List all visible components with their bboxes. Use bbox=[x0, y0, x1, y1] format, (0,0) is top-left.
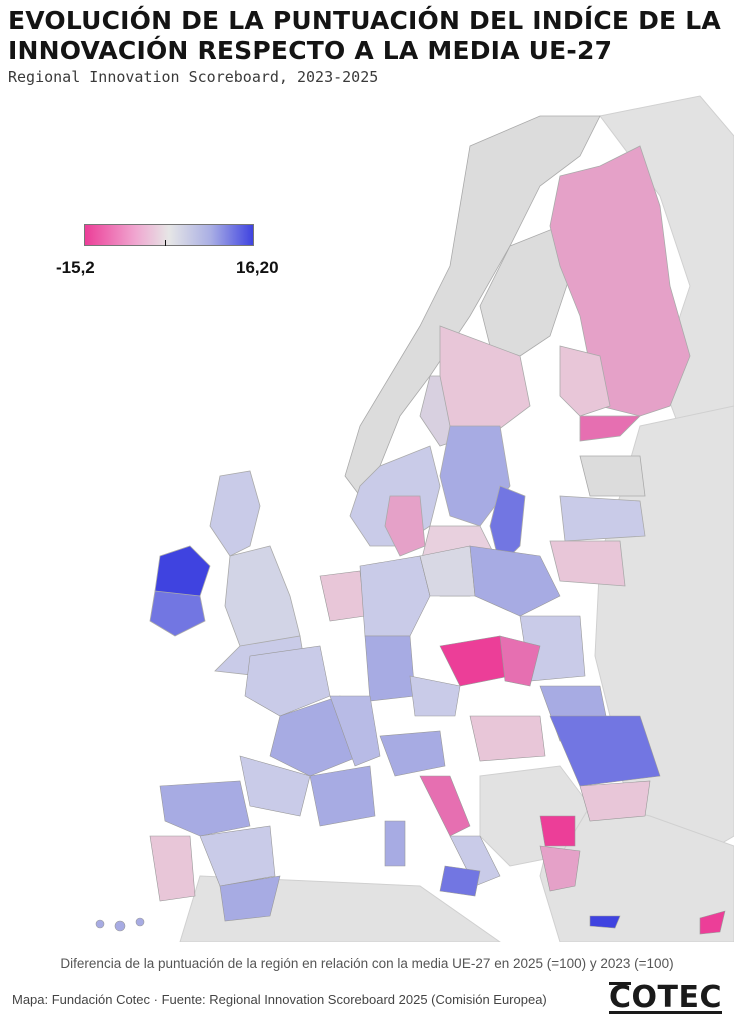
united-kingdom bbox=[209, 470, 306, 677]
baltics bbox=[549, 455, 646, 587]
logo-top-bar bbox=[609, 982, 631, 985]
map-title: EVOLUCIÓN DE LA PUNTUACIÓN DEL INDÍCE DE… bbox=[8, 6, 721, 65]
legend-color-bar bbox=[84, 224, 254, 246]
map-caption: Diferencia de la puntuación de la región… bbox=[60, 956, 674, 971]
france bbox=[239, 645, 381, 827]
denmark bbox=[384, 495, 426, 557]
europe-choropleth-map bbox=[95, 95, 734, 942]
canary-islands bbox=[95, 917, 145, 932]
ireland bbox=[149, 545, 211, 637]
logo-text: COTEC bbox=[609, 980, 722, 1015]
italy bbox=[379, 730, 501, 897]
logo-bottom-bar bbox=[609, 1011, 722, 1014]
legend-min-label: -15,2 bbox=[56, 258, 95, 277]
color-legend: -15,2 16,20 bbox=[56, 224, 286, 284]
central-europe bbox=[319, 545, 611, 762]
southeast-europe bbox=[539, 715, 726, 935]
iberia bbox=[149, 780, 281, 922]
legend-max-label: 16,20 bbox=[236, 258, 279, 277]
finland bbox=[549, 145, 691, 442]
cotec-logo: COTEC bbox=[609, 980, 722, 1015]
map-subtitle: Regional Innovation Scoreboard, 2023-202… bbox=[8, 68, 379, 86]
legend-zero-tick bbox=[165, 240, 166, 246]
source-note: Mapa: Fundación Cotec · Fuente: Regional… bbox=[12, 992, 547, 1007]
